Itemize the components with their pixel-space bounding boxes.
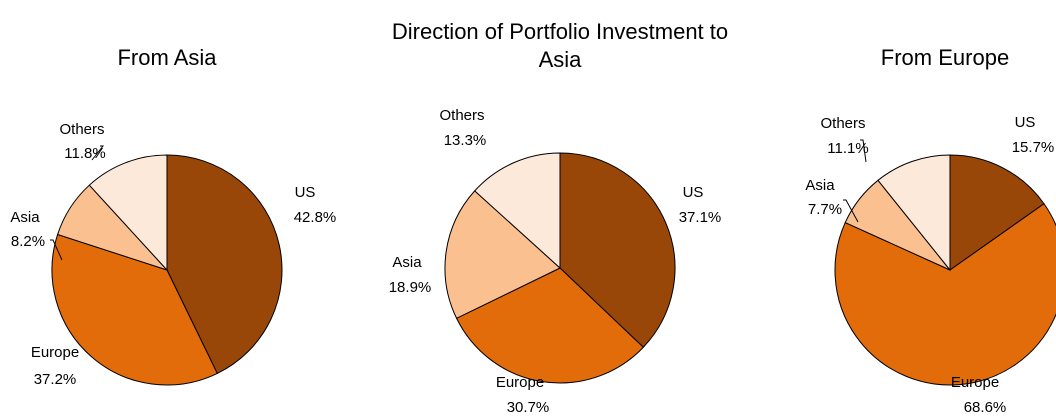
slice-value-label: 13.3% [444, 132, 487, 149]
chart-title: From Europe [880, 45, 1010, 70]
slice-label: Others [439, 107, 484, 124]
slice-label: US [1015, 114, 1036, 131]
slice-label: Asia [10, 209, 40, 226]
slice-label: US [683, 184, 704, 201]
pie-slice [834, 203, 1056, 386]
slice-value-label: 68.6% [964, 399, 1007, 416]
slice-label: Asia [805, 177, 835, 194]
chart-title: From Asia [117, 45, 217, 70]
slice-value-label: 42.8% [294, 209, 337, 226]
pie-slice [88, 154, 168, 272]
slice-value-label: 37.2% [34, 371, 77, 388]
slice-label: Europe [496, 374, 544, 391]
pie-slice [444, 190, 561, 319]
pie-slice [877, 154, 951, 272]
slice-value-label: 18.9% [389, 279, 432, 296]
slice-value-label: 11.1% [827, 140, 868, 157]
leader-line [91, 145, 105, 161]
pie-slice [559, 152, 676, 348]
pie-slice [473, 152, 561, 270]
pie-slice [51, 233, 218, 386]
slice-label: Others [820, 115, 865, 132]
leader-line [50, 239, 63, 261]
pie-slice [455, 267, 645, 384]
slice-value-label: 7.7% [808, 201, 842, 218]
slice-value-label: 37.1% [679, 209, 722, 226]
leader-line [843, 199, 859, 223]
pie-slice [166, 154, 283, 375]
leader-line [860, 139, 867, 163]
slice-label: US [295, 184, 316, 201]
slice-label: Europe [31, 344, 79, 361]
slice-label: Europe [951, 374, 999, 391]
pie-slice [949, 154, 1045, 271]
slice-value-label: 11.8% [64, 145, 105, 162]
chart-title: Direction of Portfolio Investment to Asi… [391, 19, 729, 72]
slice-value-label: 15.7% [1012, 139, 1055, 156]
slice-value-label: 8.2% [11, 233, 45, 250]
slice-label: Asia [392, 254, 422, 271]
slice-label: Others [59, 121, 104, 138]
slice-value-label: 30.7% [507, 399, 550, 416]
